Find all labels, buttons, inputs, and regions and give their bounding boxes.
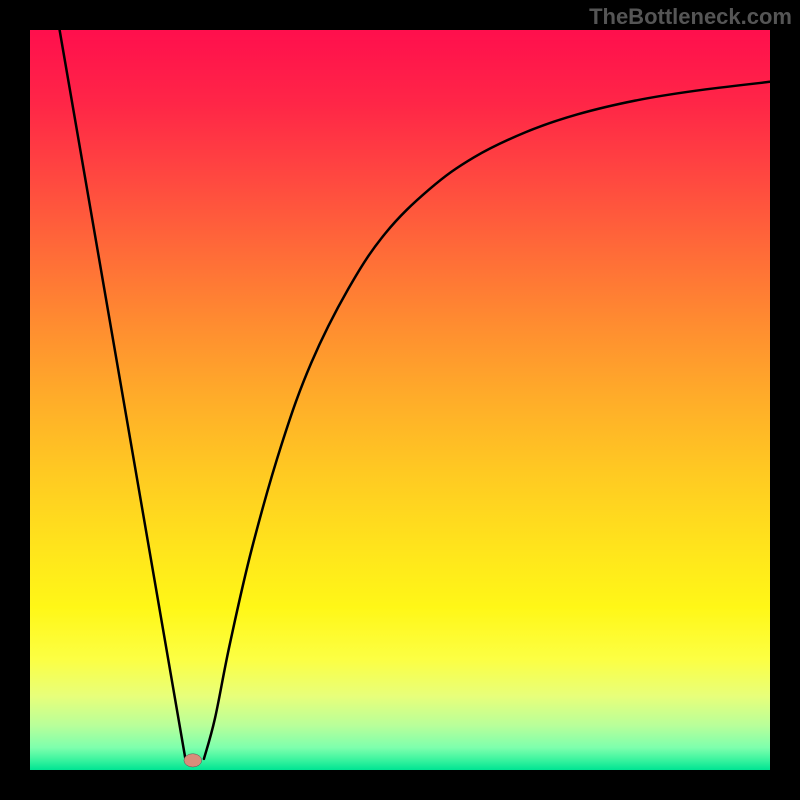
chart-container: TheBottleneck.com [0, 0, 800, 800]
watermark-text: TheBottleneck.com [589, 4, 792, 30]
gradient-background [30, 30, 770, 770]
minimum-marker [184, 754, 202, 767]
plot-area [30, 30, 770, 770]
chart-svg [30, 30, 770, 770]
